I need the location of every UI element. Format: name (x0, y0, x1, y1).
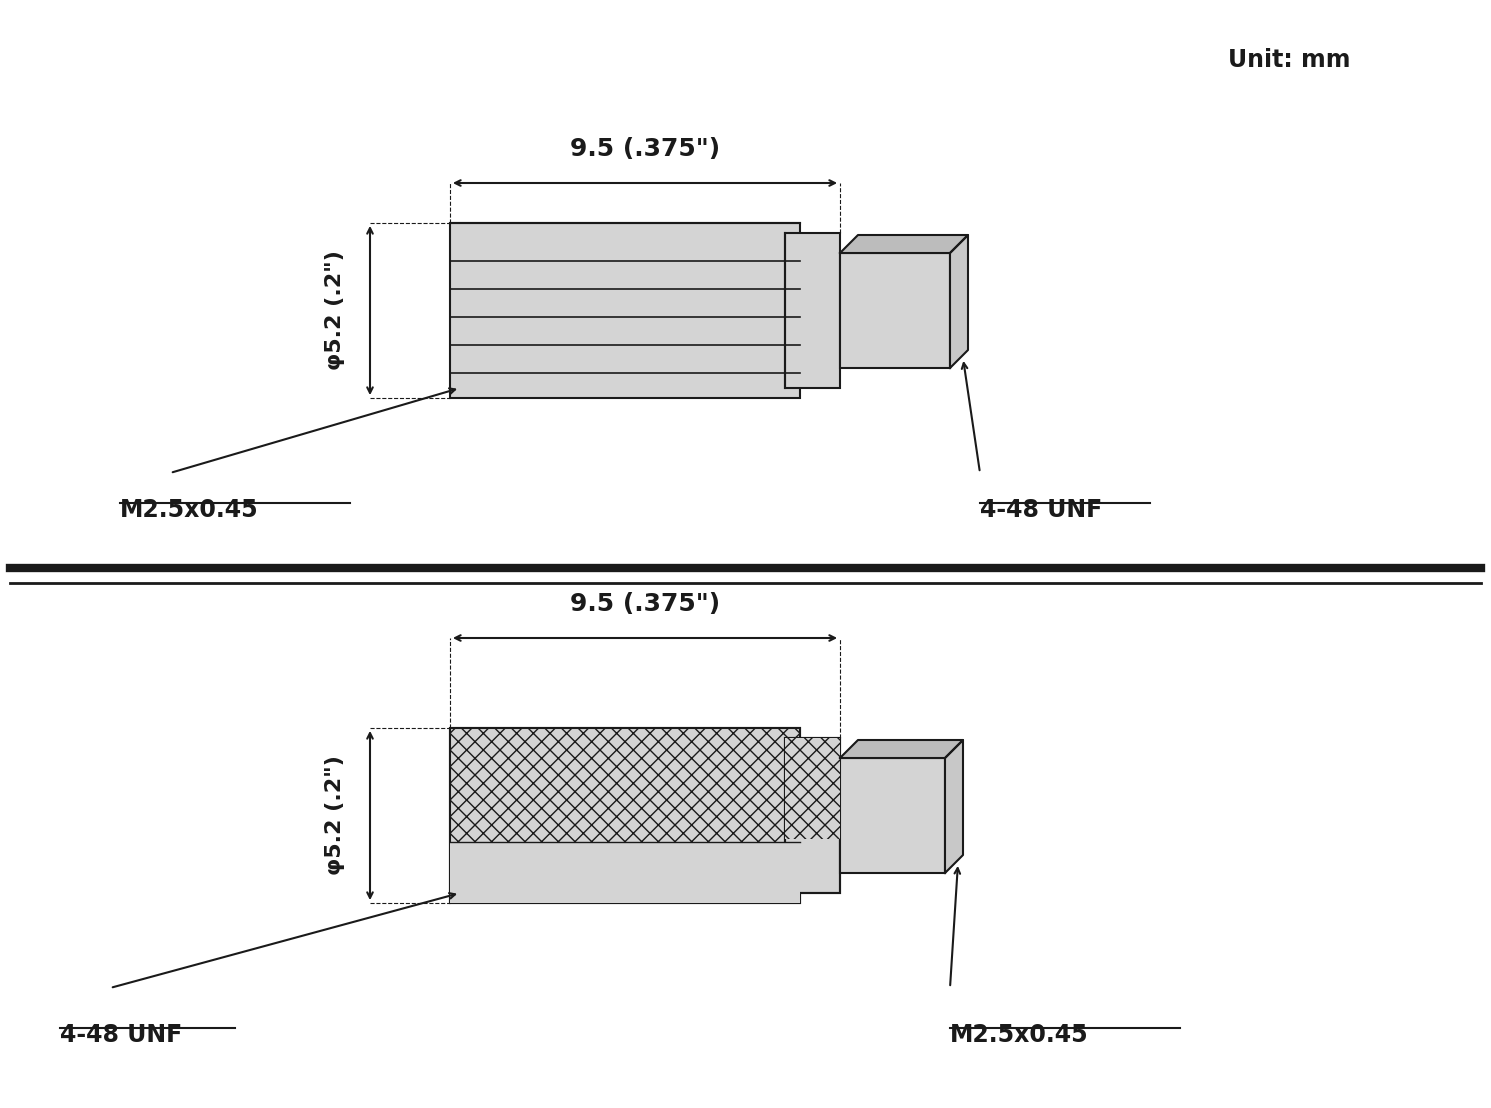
Text: 9.5 (.375"): 9.5 (.375") (570, 137, 720, 161)
Bar (450, 728, 801, 903)
Text: M2.5x0.45: M2.5x0.45 (119, 497, 258, 522)
Polygon shape (839, 235, 968, 253)
Bar (450, 728, 801, 903)
Text: 4-48 UNF: 4-48 UNF (980, 497, 1102, 522)
Bar (839, 758, 945, 873)
Polygon shape (839, 740, 963, 758)
Bar (784, 738, 839, 893)
Bar (450, 728, 801, 903)
Polygon shape (945, 740, 963, 873)
Text: M2.5x0.45: M2.5x0.45 (950, 1023, 1088, 1047)
Bar (784, 233, 839, 388)
Text: 4-48 UNF: 4-48 UNF (60, 1023, 182, 1047)
Polygon shape (950, 235, 968, 368)
Text: φ5.2 (.2"): φ5.2 (.2") (325, 756, 344, 875)
Bar (784, 738, 839, 893)
Bar (784, 738, 839, 839)
Bar (450, 842, 801, 903)
Text: 9.5 (.375"): 9.5 (.375") (570, 592, 720, 616)
Bar (450, 223, 801, 398)
Text: Unit: mm: Unit: mm (1227, 48, 1349, 72)
Bar (839, 253, 950, 368)
Text: φ5.2 (.2"): φ5.2 (.2") (325, 250, 344, 370)
